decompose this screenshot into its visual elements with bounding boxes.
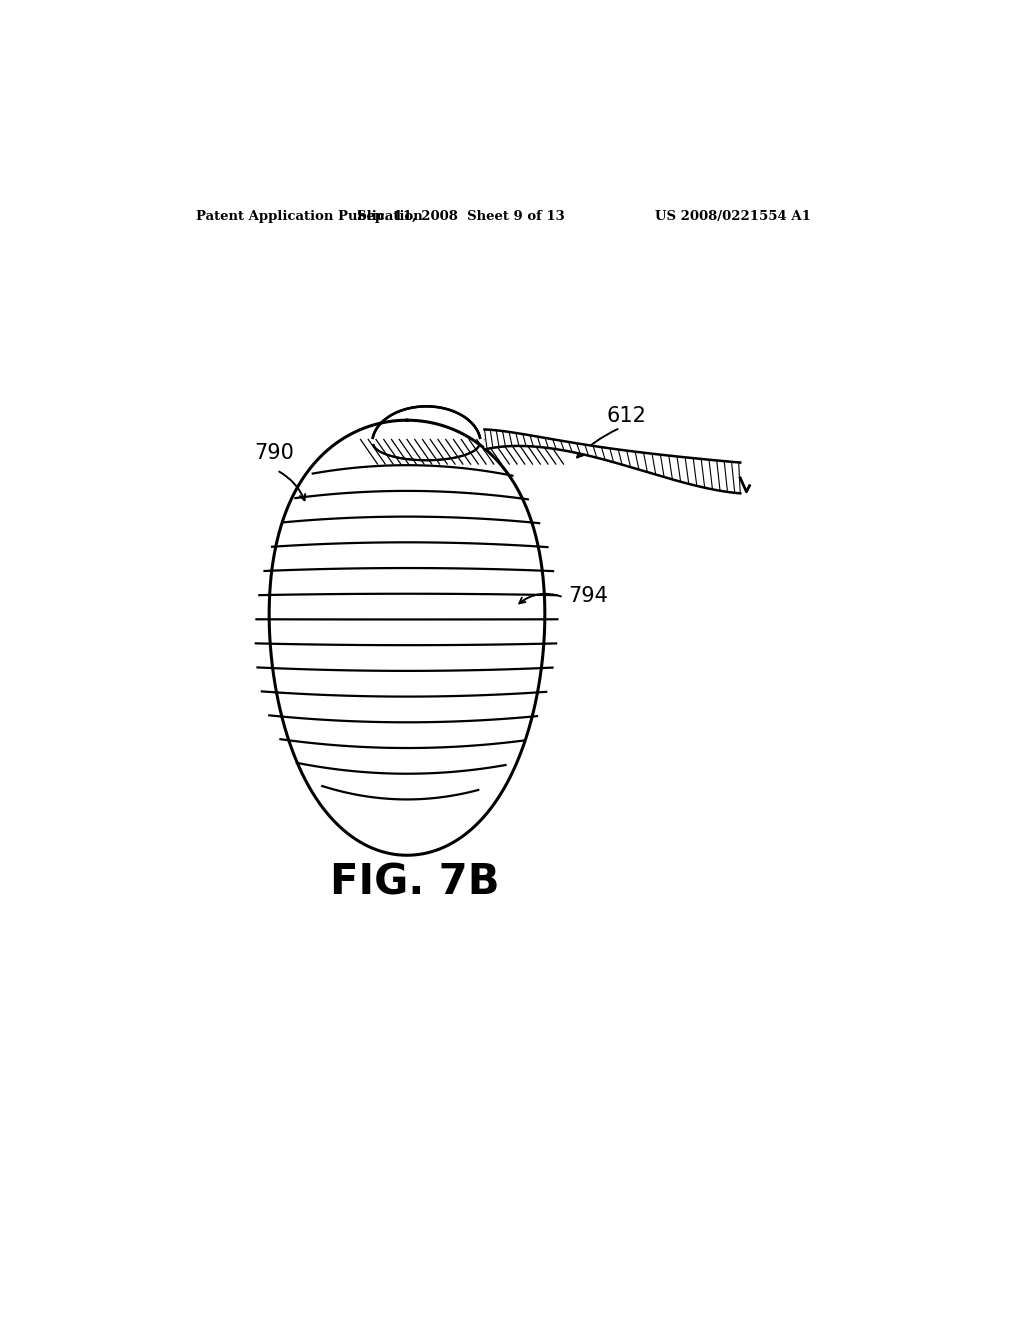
Text: 794: 794 (568, 586, 608, 606)
Text: FIG. 7B: FIG. 7B (330, 861, 500, 903)
Text: Sep. 11, 2008  Sheet 9 of 13: Sep. 11, 2008 Sheet 9 of 13 (357, 210, 565, 223)
Polygon shape (484, 429, 740, 494)
Text: 790: 790 (254, 442, 294, 462)
Text: US 2008/0221554 A1: US 2008/0221554 A1 (655, 210, 811, 223)
Text: 612: 612 (607, 407, 647, 426)
Text: Patent Application Publication: Patent Application Publication (197, 210, 423, 223)
